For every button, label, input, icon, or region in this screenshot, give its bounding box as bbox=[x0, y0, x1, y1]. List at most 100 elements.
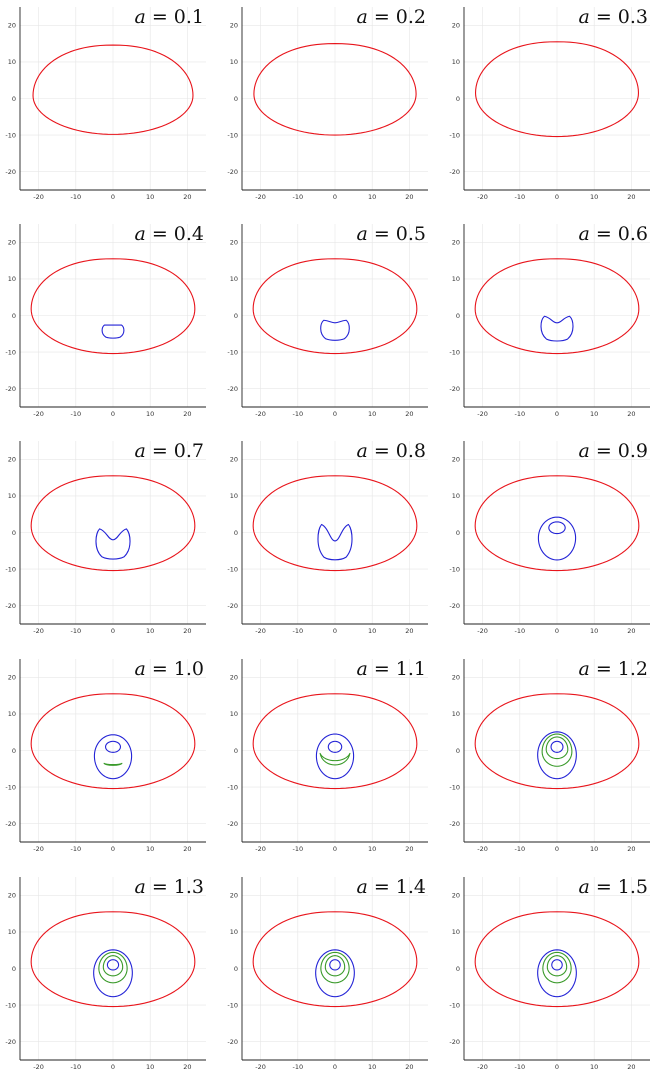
panel-title-equals: = bbox=[374, 658, 390, 680]
x-tick-label: -20 bbox=[255, 845, 266, 853]
y-tick-label: -10 bbox=[5, 131, 16, 139]
panel-title-variable: a bbox=[135, 658, 146, 680]
x-tick-label: -20 bbox=[477, 627, 488, 635]
x-tick-label: 10 bbox=[368, 627, 376, 635]
green-contour-curve bbox=[546, 955, 568, 977]
y-tick-label: -10 bbox=[449, 783, 460, 791]
x-tick-label: -20 bbox=[477, 410, 488, 418]
panel-title-variable: a bbox=[357, 876, 368, 898]
x-tick-label: 20 bbox=[183, 193, 191, 201]
x-tick-label: -20 bbox=[33, 845, 44, 853]
y-tick-label: -20 bbox=[449, 385, 460, 393]
panel-a-1.3: -20 -10 0 10 20 -20 -10 0 10 20 a = 1.3 bbox=[5, 876, 206, 1071]
x-tick-label: 10 bbox=[368, 1063, 376, 1071]
x-tick-label: 20 bbox=[405, 1063, 413, 1071]
panel-title: a = 1.5 bbox=[579, 876, 648, 898]
x-tick-label: -10 bbox=[292, 193, 303, 201]
panel-title-value: 1.4 bbox=[396, 876, 426, 898]
y-tick-label: -10 bbox=[5, 348, 16, 356]
panel-title-variable: a bbox=[579, 658, 590, 680]
x-tick-label: -10 bbox=[292, 410, 303, 418]
x-tick-label: 0 bbox=[555, 627, 559, 635]
y-tick-label: -10 bbox=[227, 565, 238, 573]
y-tick-label: -10 bbox=[449, 1001, 460, 1009]
panel-title: a = 0.1 bbox=[135, 6, 204, 28]
outer-contour-curve bbox=[474, 258, 640, 355]
x-tick-label: -10 bbox=[292, 627, 303, 635]
blue-contour-curve bbox=[93, 949, 133, 998]
panel-title-variable: a bbox=[579, 6, 590, 28]
panel-title: a = 0.8 bbox=[357, 440, 426, 462]
x-tick-label: 10 bbox=[590, 845, 598, 853]
panel-title-equals: = bbox=[596, 6, 612, 28]
green-contour-curve bbox=[102, 955, 124, 977]
y-tick-label: -10 bbox=[227, 348, 238, 356]
outer-contour-curve bbox=[252, 475, 418, 572]
y-tick-label: 0 bbox=[456, 95, 460, 103]
x-tick-label: -20 bbox=[477, 845, 488, 853]
blue-contour-curve bbox=[540, 315, 574, 342]
y-tick-label: 10 bbox=[8, 928, 16, 936]
green-contour-curve bbox=[545, 736, 569, 760]
panel-title: a = 1.4 bbox=[357, 876, 426, 898]
panel-title-equals: = bbox=[374, 223, 390, 245]
x-tick-label: 0 bbox=[333, 1063, 337, 1071]
outer-contour-curve bbox=[474, 41, 640, 138]
blue-contour-curve bbox=[315, 949, 355, 998]
y-tick-label: 20 bbox=[230, 456, 238, 464]
panel-a-0.6: -20 -10 0 10 20 -20 -10 0 10 20 a = 0.6 bbox=[449, 223, 650, 418]
x-tick-label: -10 bbox=[514, 410, 525, 418]
y-tick-label: 20 bbox=[230, 892, 238, 900]
green-contour-curve bbox=[320, 951, 350, 984]
blue-contour-curve bbox=[101, 324, 125, 339]
y-tick-label: 10 bbox=[452, 928, 460, 936]
panel-title-value: 0.7 bbox=[174, 440, 204, 462]
blue-contour-curve bbox=[95, 528, 131, 560]
panel-title-value: 1.3 bbox=[174, 876, 204, 898]
y-tick-label: 10 bbox=[230, 928, 238, 936]
y-tick-label: -20 bbox=[5, 385, 16, 393]
x-tick-label: -20 bbox=[255, 410, 266, 418]
y-tick-label: -20 bbox=[449, 602, 460, 610]
x-tick-label: 10 bbox=[590, 193, 598, 201]
y-tick-label: -20 bbox=[5, 820, 16, 828]
green-contour-curve bbox=[98, 951, 128, 984]
y-tick-label: -20 bbox=[449, 820, 460, 828]
panel-a-1.4: -20 -10 0 10 20 -20 -10 0 10 20 a = 1.4 bbox=[227, 876, 428, 1071]
x-tick-label: -10 bbox=[514, 845, 525, 853]
blue-contour-curve bbox=[537, 516, 577, 561]
y-tick-label: 0 bbox=[456, 312, 460, 320]
x-tick-label: -20 bbox=[255, 193, 266, 201]
panel-title-equals: = bbox=[152, 876, 168, 898]
blue-contour-curve bbox=[537, 731, 577, 780]
panel-title-equals: = bbox=[596, 658, 612, 680]
y-tick-label: -10 bbox=[449, 565, 460, 573]
x-tick-label: -20 bbox=[33, 410, 44, 418]
x-tick-label: 20 bbox=[405, 410, 413, 418]
panel-title: a = 1.1 bbox=[357, 658, 426, 680]
x-tick-label: 10 bbox=[146, 845, 154, 853]
outer-contour-curve bbox=[474, 911, 640, 1008]
panel-title-equals: = bbox=[152, 6, 168, 28]
y-tick-label: -20 bbox=[449, 1038, 460, 1046]
panel-title-value: 1.2 bbox=[618, 658, 648, 680]
x-tick-label: 0 bbox=[555, 1063, 559, 1071]
blue-contour-curve bbox=[315, 733, 355, 780]
x-tick-label: 20 bbox=[405, 193, 413, 201]
blue-contour-curve bbox=[93, 734, 133, 780]
panel-title-variable: a bbox=[135, 876, 146, 898]
y-tick-label: -10 bbox=[5, 565, 16, 573]
panel-a-1.0: -20 -10 0 10 20 -20 -10 0 10 20 a = 1.0 bbox=[5, 658, 206, 853]
x-tick-label: 10 bbox=[590, 410, 598, 418]
x-tick-label: 20 bbox=[627, 845, 635, 853]
panel-title: a = 1.0 bbox=[135, 658, 204, 680]
x-tick-label: 10 bbox=[146, 410, 154, 418]
panel-title: a = 0.4 bbox=[135, 223, 204, 245]
panel-title: a = 0.3 bbox=[579, 6, 648, 28]
x-tick-label: 0 bbox=[333, 627, 337, 635]
panel-title-equals: = bbox=[374, 6, 390, 28]
y-tick-label: 20 bbox=[230, 239, 238, 247]
green-contour-curve bbox=[541, 733, 573, 767]
panel-title-equals: = bbox=[374, 876, 390, 898]
x-tick-label: -20 bbox=[255, 1063, 266, 1071]
